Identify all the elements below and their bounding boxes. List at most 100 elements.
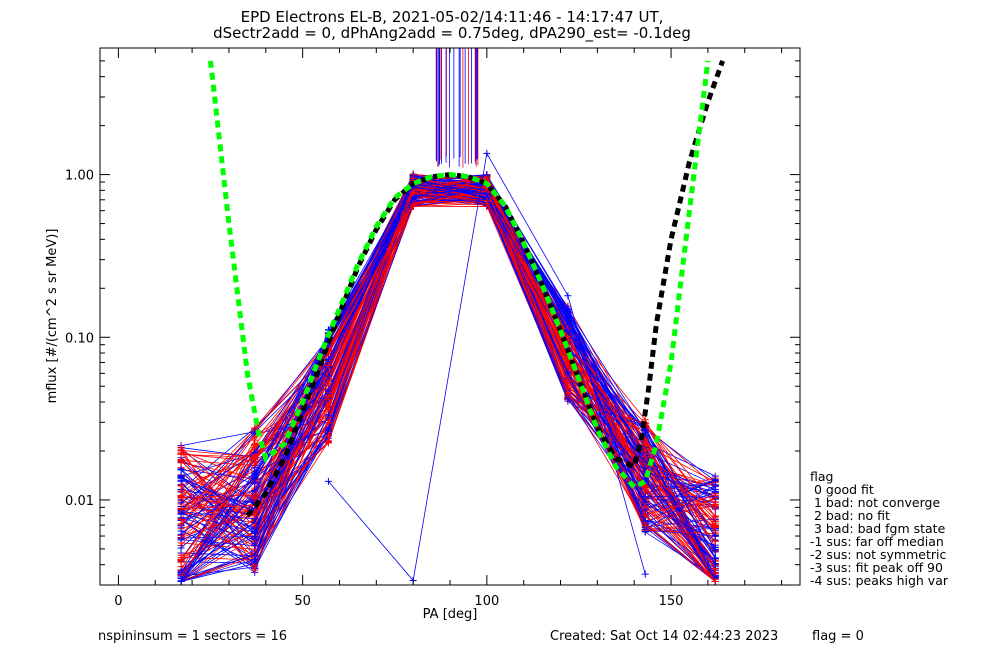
data-series-line [180,182,716,582]
fit-curve-black [245,60,725,518]
data-point-marker [711,521,719,529]
data-point-marker [564,314,572,322]
data-series-line [180,187,716,533]
data-point-marker [641,493,649,501]
legend-item: 1 bad: not converge [810,495,940,510]
legend-header: flag [810,469,833,484]
data-point-marker [483,197,491,205]
data-series-line [180,187,716,546]
data-point-marker [641,447,649,455]
data-point-marker [564,368,572,376]
data-point-marker [409,200,417,208]
data-series-line [180,179,716,582]
y-tick-label: 1.00 [65,169,94,184]
data-point-marker [177,487,185,495]
data-point-marker [711,501,719,509]
outlier-point-marker [324,477,332,485]
fit-curve-green [208,60,711,491]
data-series-line [180,196,716,582]
data-point-marker [177,474,185,482]
data-point-marker [641,511,649,519]
data-series-line [180,181,716,582]
data-point-marker [251,453,259,461]
data-point-marker [177,555,185,563]
data-point-marker [177,574,185,582]
outlier-point-marker [641,570,649,578]
data-point-marker [177,456,185,464]
footer-created: Created: Sat Oct 14 02:44:23 2023 [550,629,778,644]
data-point-marker [711,476,719,484]
data-point-marker [251,511,259,519]
x-axis-label: PA [deg] [423,607,478,622]
data-series-line [181,180,716,582]
data-series-line [181,197,716,515]
data-point-marker [711,544,719,552]
data-point-marker [177,466,185,474]
data-series-line [180,178,716,582]
data-point-marker [177,544,185,552]
data-point-marker [564,362,572,370]
data-series-line [180,177,716,570]
data-point-marker [564,376,572,384]
data-point-marker [641,453,649,461]
data-point-marker [324,372,332,380]
data-point-marker [324,362,332,370]
outlier-point-marker [483,149,491,157]
data-series-line [180,179,716,582]
y-tick-label: 0.10 [65,331,94,346]
data-point-marker [324,393,332,401]
legend-item: 2 bad: no fit [810,508,890,523]
legend-item: 3 bad: bad fgm state [810,521,946,536]
axis-layer: 0 50 100 150 0.01 0.10 1.00 [65,47,800,609]
data-series-line [180,179,716,582]
data-point-marker [177,499,185,507]
data-point-marker [324,356,332,364]
chart-title-line1: EPD Electrons EL-B, 2021-05-02/14:11:46 … [241,8,664,26]
data-point-marker [251,495,259,503]
data-point-marker [177,446,185,454]
data-point-marker [324,412,332,420]
data-series-line [180,193,716,570]
outlier-point-marker [564,292,572,300]
data-point-marker [251,460,259,468]
data-series-line [180,179,716,582]
data-point-marker [711,491,719,499]
data-point-marker [564,390,572,398]
data-series-line [180,178,716,582]
legend-item: 0 good fit [810,482,874,497]
data-point-marker [251,551,259,559]
data-point-marker [711,560,719,568]
x-tick-label: 100 [474,594,499,609]
data-point-marker [177,505,185,513]
legend-item: -2 sus: not symmetric [810,547,946,562]
footer-flag: flag = 0 [812,629,864,644]
data-point-marker [483,191,491,199]
data-point-marker [483,174,491,182]
data-point-marker [711,513,719,521]
x-tick-label: 0 [114,594,122,609]
data-point-marker [641,483,649,491]
data-point-marker [711,532,719,540]
data-series-line [180,178,716,582]
data-series-line [181,191,716,516]
data-series-line [180,192,716,570]
data-point-marker [324,439,332,447]
data-point-marker [251,522,259,530]
data-point-marker [251,440,259,448]
data-layer [177,48,725,585]
legend: 0 good fit 1 bad: not converge 2 bad: no… [810,482,949,588]
data-point-marker [641,429,649,437]
data-point-marker [177,530,185,538]
y-axis-label: mflux [#/(cm^2 s sr MeV)] [45,229,60,404]
data-point-marker [251,528,259,536]
data-point-marker [641,521,649,529]
chart-title-line2: dSectr2add = 0, dPhAng2add = 0.75deg, dP… [213,24,691,43]
x-tick-label: 150 [659,594,684,609]
data-series-line [180,199,716,578]
data-point-marker [711,578,719,585]
data-point-marker [641,440,649,448]
data-point-marker [641,502,649,510]
data-point-marker [409,188,417,196]
data-series-line [180,180,716,582]
